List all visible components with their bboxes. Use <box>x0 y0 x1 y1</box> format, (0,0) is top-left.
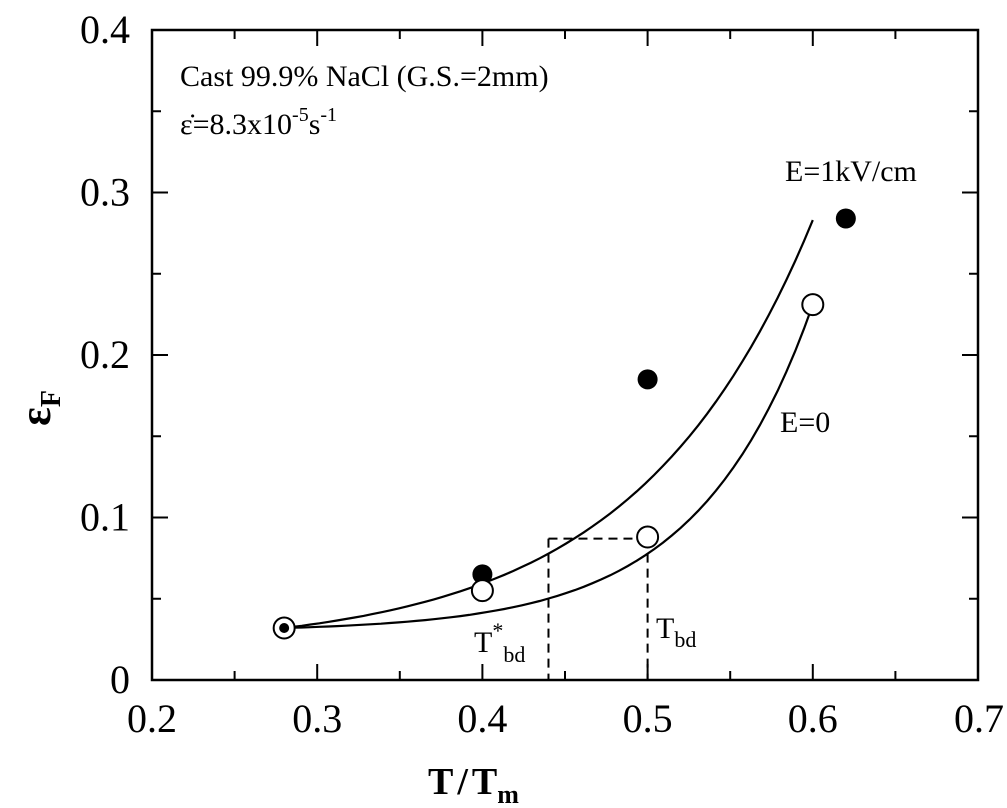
y-tick-label: 0.4 <box>80 7 130 52</box>
fit-curve-e1kv <box>284 219 814 630</box>
y-tick-label: 0 <box>110 657 130 702</box>
data-point-open <box>801 293 825 317</box>
x-axis-title-denominator: T <box>472 761 497 803</box>
strain-rate-exponent-1: -5 <box>292 104 309 126</box>
data-points <box>272 208 856 640</box>
data-point-filled <box>637 369 658 390</box>
strain-rate-annotation: ε̇=8.3x10-5s-1 <box>180 104 337 141</box>
y-tick-label: 0.3 <box>80 170 130 215</box>
y-tick-label: 0.2 <box>80 332 130 377</box>
t-star-bd-sup: * <box>492 618 503 643</box>
t-bd-label: Tbd <box>656 612 696 652</box>
t-star-bd-sub: bd <box>503 642 525 667</box>
data-point-open <box>470 579 494 603</box>
fit-curves <box>284 219 814 630</box>
svg-text:εF: εF <box>11 390 67 426</box>
x-axis-title-slash: / <box>456 761 468 803</box>
tick-marks <box>152 30 978 680</box>
x-tick-label: 0.3 <box>292 696 342 741</box>
y-tick-label: 0.1 <box>80 495 130 540</box>
series-label-e1kv: E=1kV/cm <box>785 155 917 188</box>
y-axis-title-subscript: F <box>36 390 67 407</box>
data-point-filled <box>472 564 493 585</box>
tick-labels: 0.2 0.3 0.4 0.5 0.6 0.7 0 0.1 0.2 0.3 0.4 <box>80 7 1004 741</box>
material-annotation: Cast 99.9% NaCl (G.S.=2mm) <box>180 60 549 93</box>
x-axis-title: T / Tm <box>428 761 519 808</box>
x-tick-label: 0.4 <box>457 696 507 741</box>
strain-rate-prefix: ε̇=8.3x10 <box>180 108 292 141</box>
reference-lines <box>547 537 649 680</box>
x-axis-title-main: T <box>428 761 453 803</box>
x-tick-label: 0.7 <box>954 696 1004 741</box>
t-star-bd-label: T*bd <box>474 618 525 667</box>
strain-rate-exponent-2: -1 <box>320 104 337 126</box>
x-axis-title-subscript: m <box>497 780 519 808</box>
x-tick-label: 0.6 <box>788 696 838 741</box>
fit-curve-e0 <box>284 304 814 630</box>
x-tick-label: 0.2 <box>127 696 177 741</box>
y-axis-title: εF <box>11 390 67 426</box>
x-tick-label: 0.5 <box>623 696 673 741</box>
data-point-overlap-center <box>279 623 290 633</box>
strain-rate-unit: s <box>309 108 321 141</box>
t-star-bd-main: T <box>474 626 492 659</box>
y-axis-title-main: ε <box>11 407 60 426</box>
t-bd-main: T <box>656 612 674 645</box>
series-label-e0: E=0 <box>780 406 830 439</box>
t-bd-sub: bd <box>674 627 696 652</box>
data-point-filled <box>835 208 856 229</box>
data-point-open <box>636 525 660 549</box>
